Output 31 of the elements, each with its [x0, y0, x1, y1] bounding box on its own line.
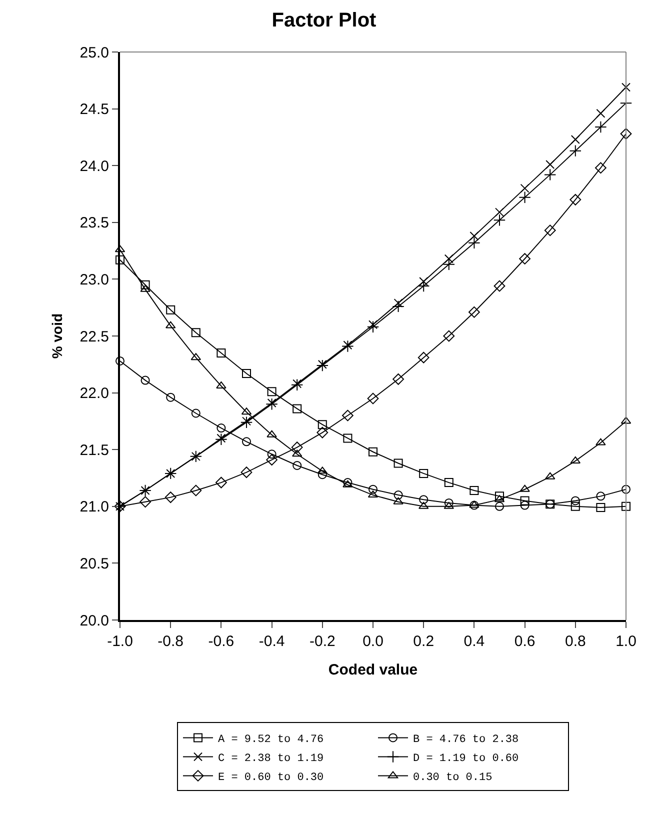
chart-title: Factor Plot [272, 9, 377, 32]
y-tick-label: 20.5 [80, 555, 109, 572]
x-tick-label: 0.6 [514, 633, 536, 650]
y-axis-title: % void [48, 313, 65, 359]
x-tick-label: -0.8 [158, 633, 184, 650]
legend-label: 0.30 to 0.15 [413, 772, 492, 784]
legend-label: A = 9.52 to 4.76 [218, 734, 324, 746]
y-tick-label: 24.0 [80, 158, 109, 175]
x-tick-label: 0.8 [564, 633, 586, 650]
x-tick-label: -1.0 [107, 633, 133, 650]
legend-label: C = 2.38 to 1.19 [218, 753, 324, 766]
y-tick-label: 21.5 [80, 442, 109, 459]
x-tick-label: -0.4 [258, 633, 285, 650]
legend-label: D = 1.19 to 0.60 [413, 753, 519, 766]
x-tick-label: 0.2 [413, 633, 434, 650]
y-tick-label: 25.0 [80, 44, 109, 62]
x-tick-label: 0.4 [464, 633, 485, 650]
legend-label: E = 0.60 to 0.30 [218, 772, 324, 784]
y-tick-label: 23.5 [80, 214, 109, 232]
x-axis-title: Coded value [328, 662, 418, 678]
x-tick-label: 0.0 [362, 633, 384, 650]
y-tick-label: 22.0 [80, 385, 109, 402]
y-tick-label: 22.5 [80, 328, 109, 346]
legend-label: B = 4.76 to 2.38 [413, 734, 519, 746]
x-tick-label: -0.2 [309, 633, 336, 650]
y-tick-label: 21.0 [80, 498, 109, 516]
y-tick-label: 20.0 [80, 612, 109, 630]
y-tick-label: 24.5 [80, 101, 109, 118]
x-tick-label: 1.0 [616, 633, 636, 650]
y-tick-label: 23.0 [80, 271, 109, 288]
x-tick-label: -0.6 [208, 633, 234, 650]
